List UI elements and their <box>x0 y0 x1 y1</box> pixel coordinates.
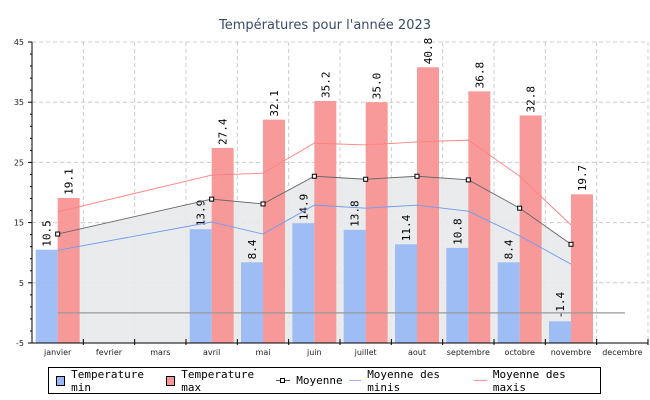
legend-item-minis: Moyenne des minis <box>348 367 469 394</box>
bar-max <box>365 102 388 343</box>
bar-max <box>263 119 285 344</box>
legend-item-min: Temperature min <box>56 368 160 394</box>
bar-max <box>571 194 593 343</box>
x-tick-label: septembre <box>447 348 490 357</box>
data-label: 32.8 <box>525 86 538 113</box>
bar-max <box>211 147 234 343</box>
chart-title: Températures pour l'année 2023 <box>218 18 431 33</box>
legend: Temperature min Temperature max Moyenne … <box>48 367 601 394</box>
data-label: 35.0 <box>371 73 384 100</box>
bar-min <box>189 229 212 343</box>
x-tick-label: juin <box>306 348 322 357</box>
data-label: 8.4 <box>503 239 516 259</box>
x-tick-label: mars <box>150 348 170 357</box>
bar-min <box>292 223 315 343</box>
legend-item-moyenne: Moyenne <box>276 374 343 387</box>
data-label: 36.8 <box>473 62 486 89</box>
data-label: -1.4 <box>554 291 567 318</box>
x-tick-label: juillet <box>354 348 377 357</box>
line-moyenne-des-minis <box>57 204 572 265</box>
legend-item-max: Temperature max <box>166 368 270 394</box>
bar-max <box>314 100 337 343</box>
bar-min <box>497 262 520 343</box>
legend-label: Temperature min <box>71 367 145 394</box>
data-label: 11.4 <box>400 214 413 241</box>
data-label: 35.2 <box>319 71 332 98</box>
data-label: 27.4 <box>217 118 230 145</box>
mean-marker <box>414 173 420 179</box>
mean-marker <box>55 231 61 237</box>
bar-min <box>446 247 469 343</box>
bar-min <box>343 229 366 343</box>
legend-line-moyenne <box>276 378 291 383</box>
mean-marker <box>363 176 369 182</box>
x-tick-label: fevrier <box>96 348 123 357</box>
x-tick-label: aout <box>408 348 426 357</box>
mean-marker <box>568 241 574 247</box>
data-label: 32.1 <box>268 90 281 117</box>
bar-max <box>57 197 80 343</box>
legend-line-maxis <box>474 380 487 381</box>
x-tick-label: octobre <box>504 348 535 357</box>
bar-min <box>549 321 571 343</box>
legend-swatch-max <box>166 375 176 386</box>
x-tick-label: decembre <box>602 348 642 357</box>
bar-max <box>468 91 491 343</box>
x-tick-label: avril <box>203 348 220 357</box>
bar-max <box>417 67 439 343</box>
x-tick-label: janvier <box>43 348 72 357</box>
bar-min <box>395 244 417 343</box>
legend-swatch-min <box>56 375 66 386</box>
legend-label: Moyenne <box>296 374 343 387</box>
data-label: 13.8 <box>349 200 362 227</box>
y-tick-label: 25 <box>14 158 24 167</box>
bar-min <box>241 262 263 343</box>
y-tick-label: 35 <box>14 98 24 107</box>
mean-marker <box>311 173 317 179</box>
legend-label: Temperature max <box>181 367 255 394</box>
y-tick-label: -5 <box>16 339 24 348</box>
legend-item-maxis: Moyenne des maxis <box>474 368 594 394</box>
x-tick-label: novembre <box>551 348 592 357</box>
data-label: 19.7 <box>576 165 589 192</box>
x-tick-label: mai <box>256 348 271 357</box>
legend-line-minis <box>348 380 362 381</box>
bar-max <box>519 115 542 343</box>
mean-marker <box>209 196 215 202</box>
data-label: 10.8 <box>451 218 464 245</box>
legend-label: Moyenne des minis <box>367 367 441 394</box>
data-label: 8.4 <box>246 239 259 259</box>
mean-marker <box>260 201 266 207</box>
data-label: 13.9 <box>195 200 208 227</box>
y-tick-label: 45 <box>14 38 24 47</box>
bar-min <box>35 249 58 343</box>
data-label: 10.5 <box>41 220 54 247</box>
legend-label: Moyenne des maxis <box>492 367 566 394</box>
data-label: 14.9 <box>297 194 310 221</box>
line-moyenne-des-maxis <box>57 139 572 226</box>
y-tick-label: 5 <box>19 279 24 288</box>
mean-marker <box>465 177 471 183</box>
mean-marker <box>517 205 523 211</box>
data-label: 19.1 <box>63 168 76 195</box>
data-label: 40.8 <box>422 38 435 65</box>
y-tick-label: 15 <box>14 219 24 228</box>
